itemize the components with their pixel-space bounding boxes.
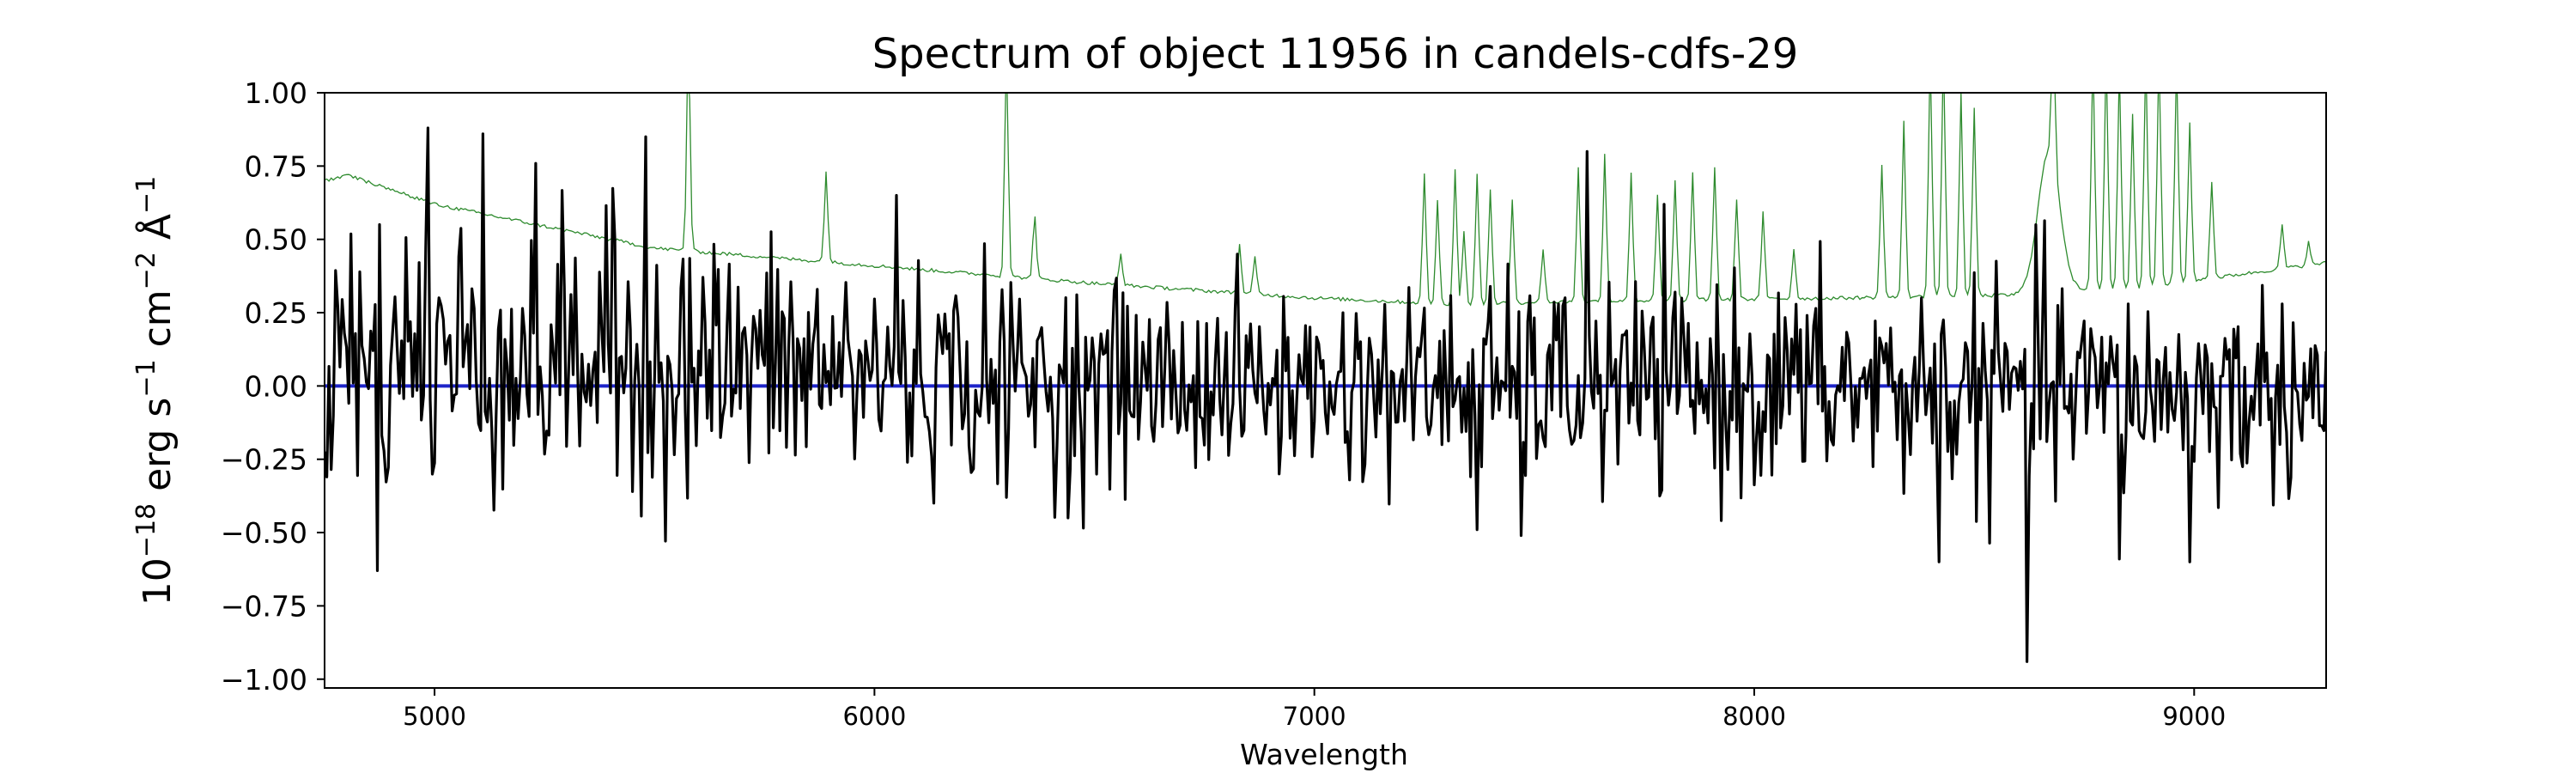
- y-label-unit1: erg s: [136, 398, 179, 503]
- y-label-exp2: −2: [131, 252, 161, 289]
- y-label-unit3: Å: [134, 214, 179, 252]
- y-label-exp1: −1: [131, 359, 161, 397]
- plot-frame: [324, 92, 2327, 689]
- x-tick-label: 7000: [1283, 702, 1346, 731]
- y-tick-label: −0.25: [221, 443, 307, 477]
- flux-series-layer: [325, 126, 2326, 663]
- x-axis-ticks: 5000 6000 7000 8000 9000: [403, 688, 2226, 731]
- y-tick-label: 0.50: [245, 223, 307, 257]
- chart-title: Spectrum of object 11956 in candels-cdfs…: [872, 30, 1799, 78]
- x-tick-label: 6000: [842, 702, 906, 731]
- y-label-exp: −18: [131, 503, 161, 557]
- y-label-unit2: cm: [136, 289, 179, 359]
- x-axis-label: Wavelength: [1240, 738, 1408, 771]
- y-tick-label: 0.00: [245, 369, 307, 403]
- error-series-line: [325, 93, 2326, 307]
- y-tick-label: −0.75: [221, 589, 307, 623]
- flux-series-line: [325, 126, 2326, 663]
- y-tick-label: 0.25: [245, 296, 307, 330]
- y-tick-label: −0.50: [221, 516, 307, 550]
- y-axis-label: 10−18 erg s−1 cm−2 Å−1: [131, 176, 179, 606]
- y-label-base: 10: [136, 557, 179, 606]
- y-label-exp3: −1: [131, 176, 161, 214]
- y-tick-label: 0.75: [245, 149, 307, 183]
- error-series-layer: [325, 93, 2326, 307]
- y-tick-label: −1.00: [221, 663, 307, 697]
- plot-area: [325, 93, 2326, 663]
- x-tick-label: 5000: [403, 702, 466, 731]
- x-tick-label: 8000: [1722, 702, 1786, 731]
- x-tick-label: 9000: [2162, 702, 2226, 731]
- y-axis-ticks: −1.00 −0.75 −0.50 −0.25 0.00 0.25 0.50 0.75 1.00: [221, 76, 325, 697]
- y-tick-label: 1.00: [245, 76, 307, 110]
